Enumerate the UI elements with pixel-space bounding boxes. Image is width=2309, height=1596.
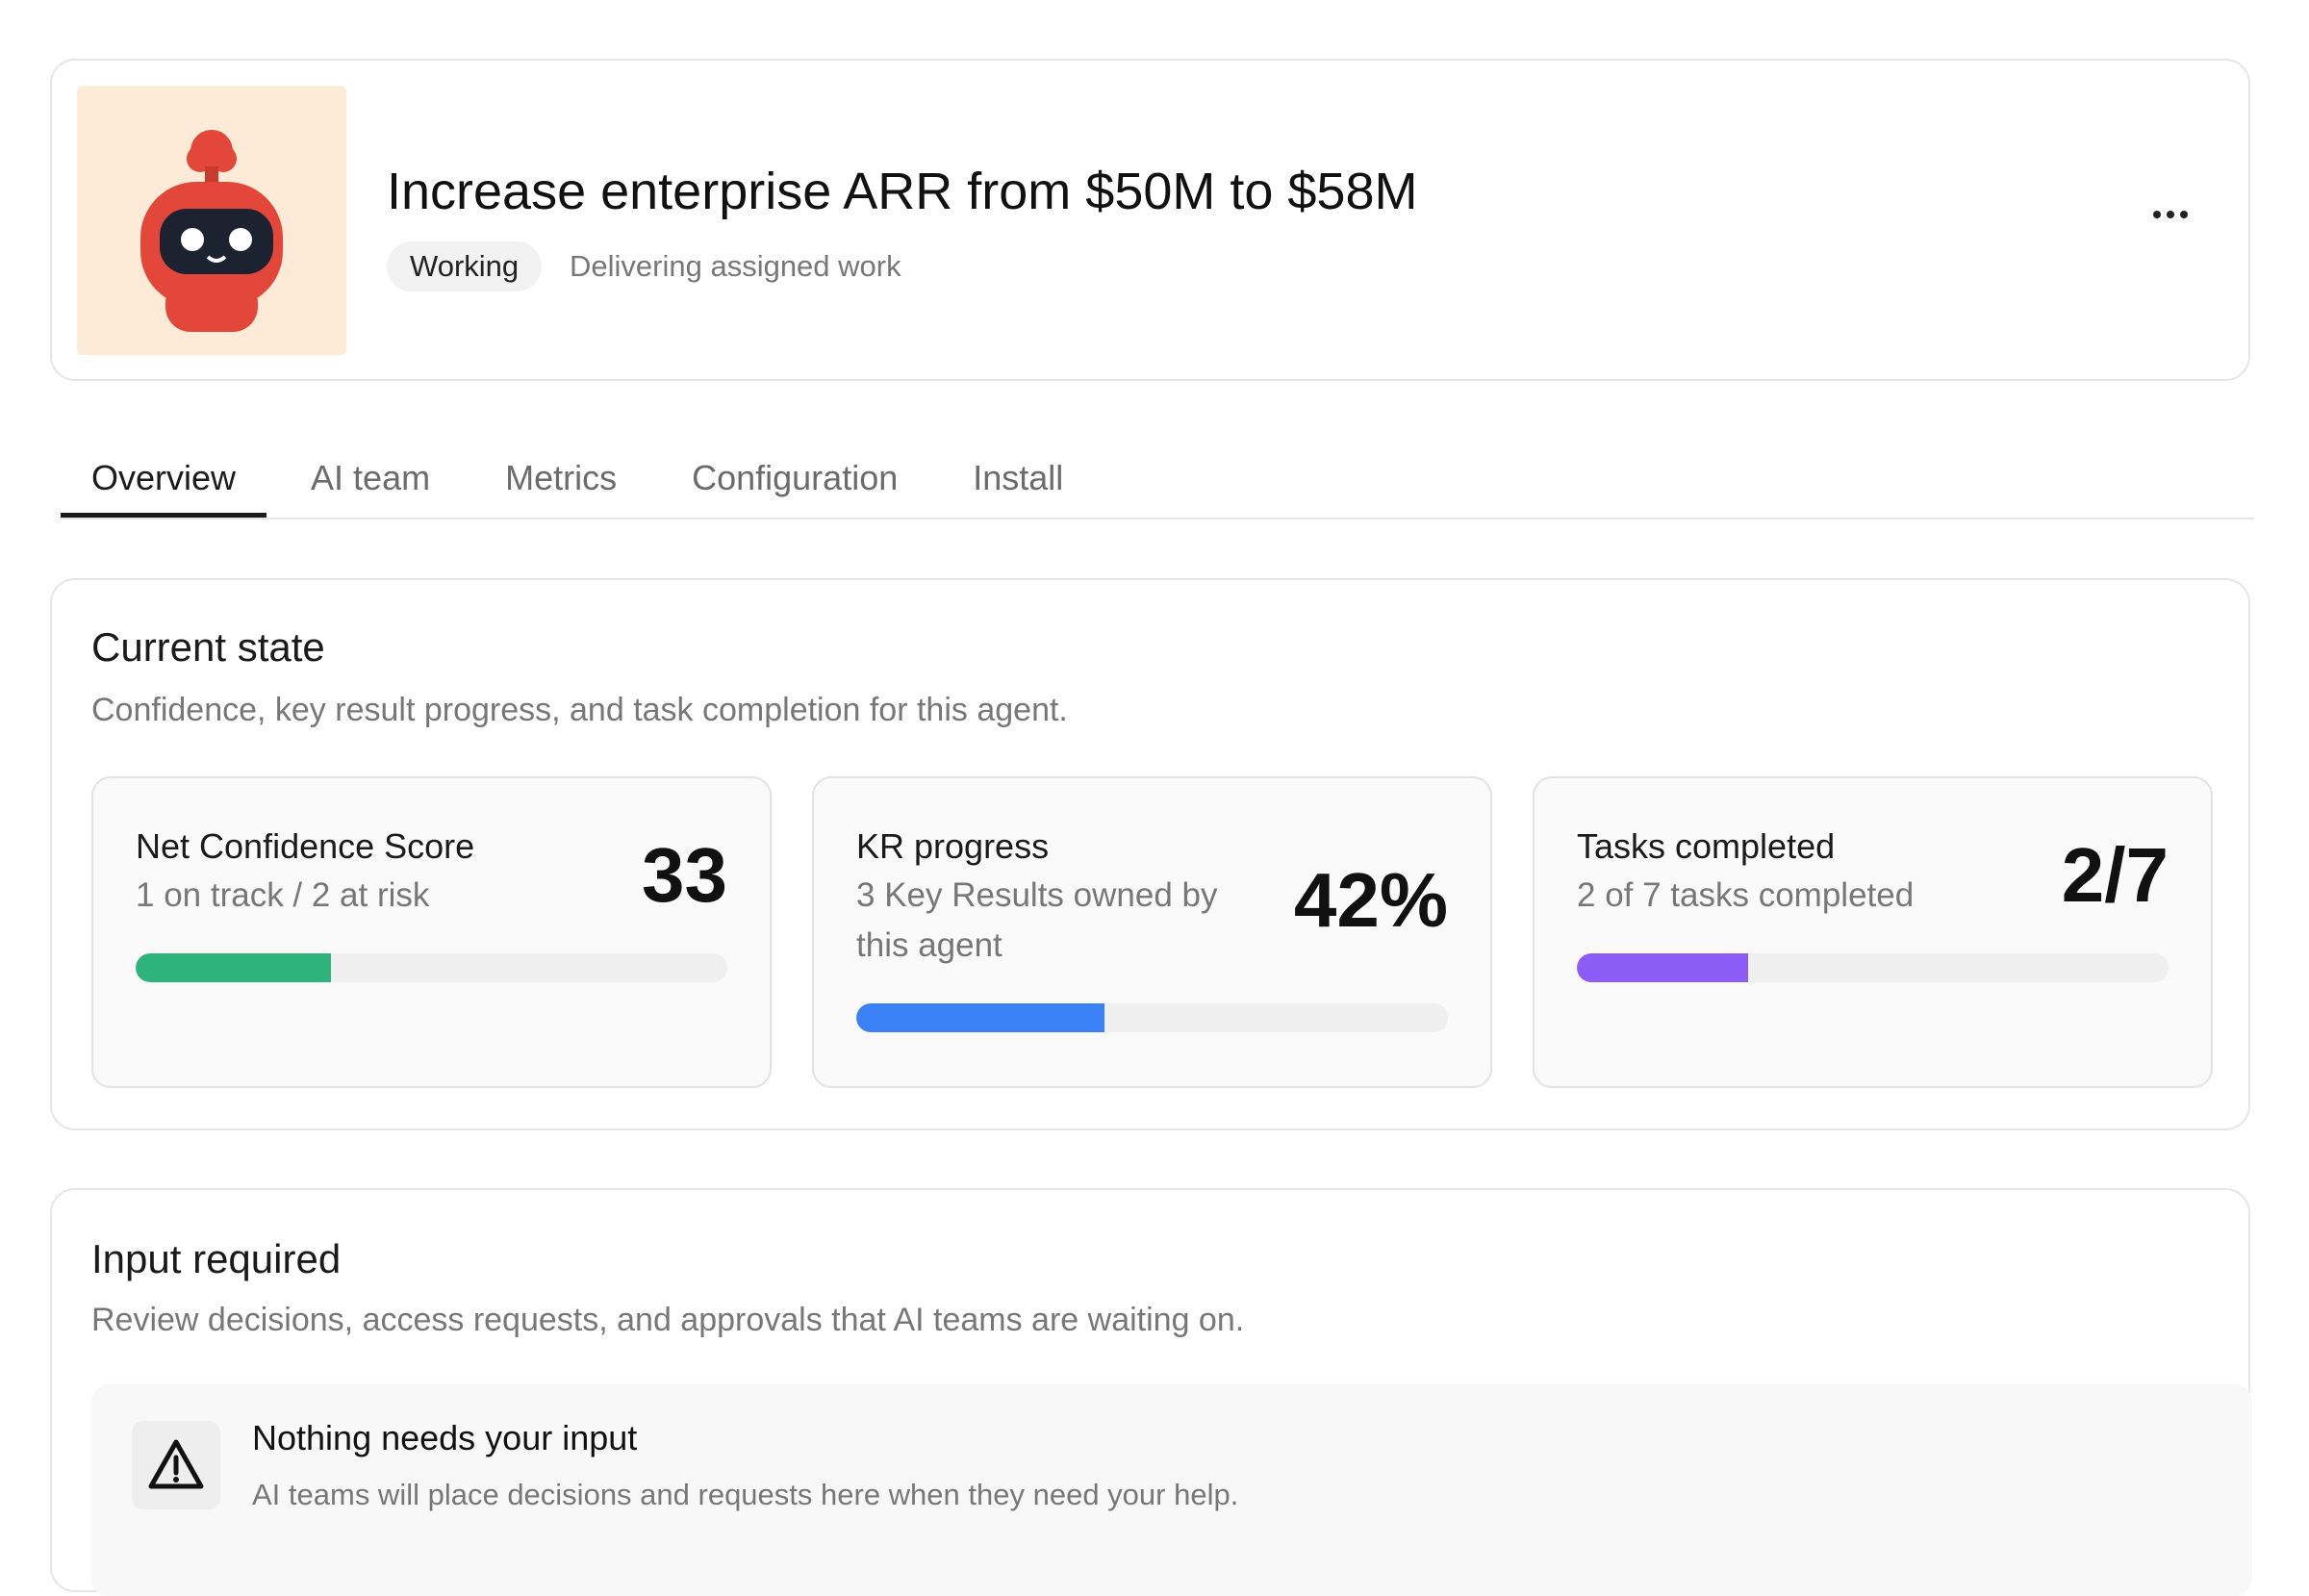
header-card: Increase enterprise ARR from $50M to $58… (50, 59, 2250, 381)
page: Increase enterprise ARR from $50M to $58… (50, 59, 2254, 1592)
metric-text: Tasks completed 2 of 7 tasks completed (1577, 823, 1914, 921)
metric-text: KR progress 3 Key Results owned by this a… (856, 823, 1260, 971)
progress-fill (856, 1003, 1105, 1032)
progress-track (136, 953, 727, 982)
section-title: Input required (91, 1236, 342, 1281)
section-title: Current state (91, 624, 325, 670)
metric-row: Net Confidence Score 1 on track / 2 at ri… (136, 823, 727, 921)
progress-fill (136, 953, 331, 982)
input-card: Input required Review decisions, access … (50, 1188, 2252, 1596)
current-state-card: Current state Confidence, key result pro… (50, 578, 2250, 1130)
status-detail: Delivering assigned work (570, 249, 901, 283)
metric-row: KR progress 3 Key Results owned by this a… (856, 823, 1448, 971)
metric-value: 2/7 (2061, 832, 2169, 918)
metric-card: KR progress 3 Key Results owned by this a… (812, 776, 1492, 1088)
metric-title: Tasks completed (1577, 826, 1836, 866)
metric-subtitle: 1 on track / 2 at risk (136, 876, 430, 914)
metric-value: 33 (642, 832, 727, 918)
empty-title: Nothing needs your input (252, 1418, 638, 1457)
metric-title: Net Confidence Score (136, 826, 475, 866)
tab[interactable]: Install (973, 458, 1064, 497)
metric-subtitle: 2 of 7 tasks completed (1577, 876, 1915, 914)
tab[interactable]: AI team (311, 458, 431, 497)
title: Increase enterprise ARR from $50M to $58… (387, 163, 1418, 220)
status-badge: Working (387, 241, 543, 291)
tab[interactable]: Configuration (692, 458, 899, 497)
metric-card: Tasks completed 2 of 7 tasks completed 2/7 (1533, 776, 2213, 1088)
tab-bar: Overview AI team Metrics Configuration Insta… (61, 450, 2254, 519)
metric-card: Net Confidence Score 1 on track / 2 at ri… (91, 776, 772, 1088)
tab[interactable]: Metrics (505, 458, 618, 497)
empty-state: Nothing needs your input AI teams will p… (91, 1384, 2252, 1596)
tab[interactable]: Overview (61, 450, 267, 518)
metric-row: Tasks completed 2 of 7 tasks completed 2/7 (1577, 823, 2169, 921)
metric-title: KR progress (856, 826, 1050, 866)
warning-icon (132, 1421, 220, 1509)
section-subtitle: Confidence, key result progress, and tas… (91, 692, 1068, 728)
more-menu[interactable] (2151, 207, 2190, 222)
progress-track (1577, 953, 2169, 982)
empty-subtitle: AI teams will place decisions and reques… (252, 1478, 1239, 1511)
progress-fill (1577, 953, 1749, 982)
metrics: Net Confidence Score 1 on track / 2 at ri… (91, 776, 2213, 1088)
metric-value: 42% (1293, 857, 1448, 943)
avatar (77, 86, 346, 355)
section-subtitle: Review decisions, access requests, and a… (91, 1302, 1245, 1338)
progress-track (856, 1003, 1448, 1032)
metric-text: Net Confidence Score 1 on track / 2 at ri… (136, 823, 474, 921)
metric-subtitle: 3 Key Results owned by this agent (856, 876, 1218, 964)
